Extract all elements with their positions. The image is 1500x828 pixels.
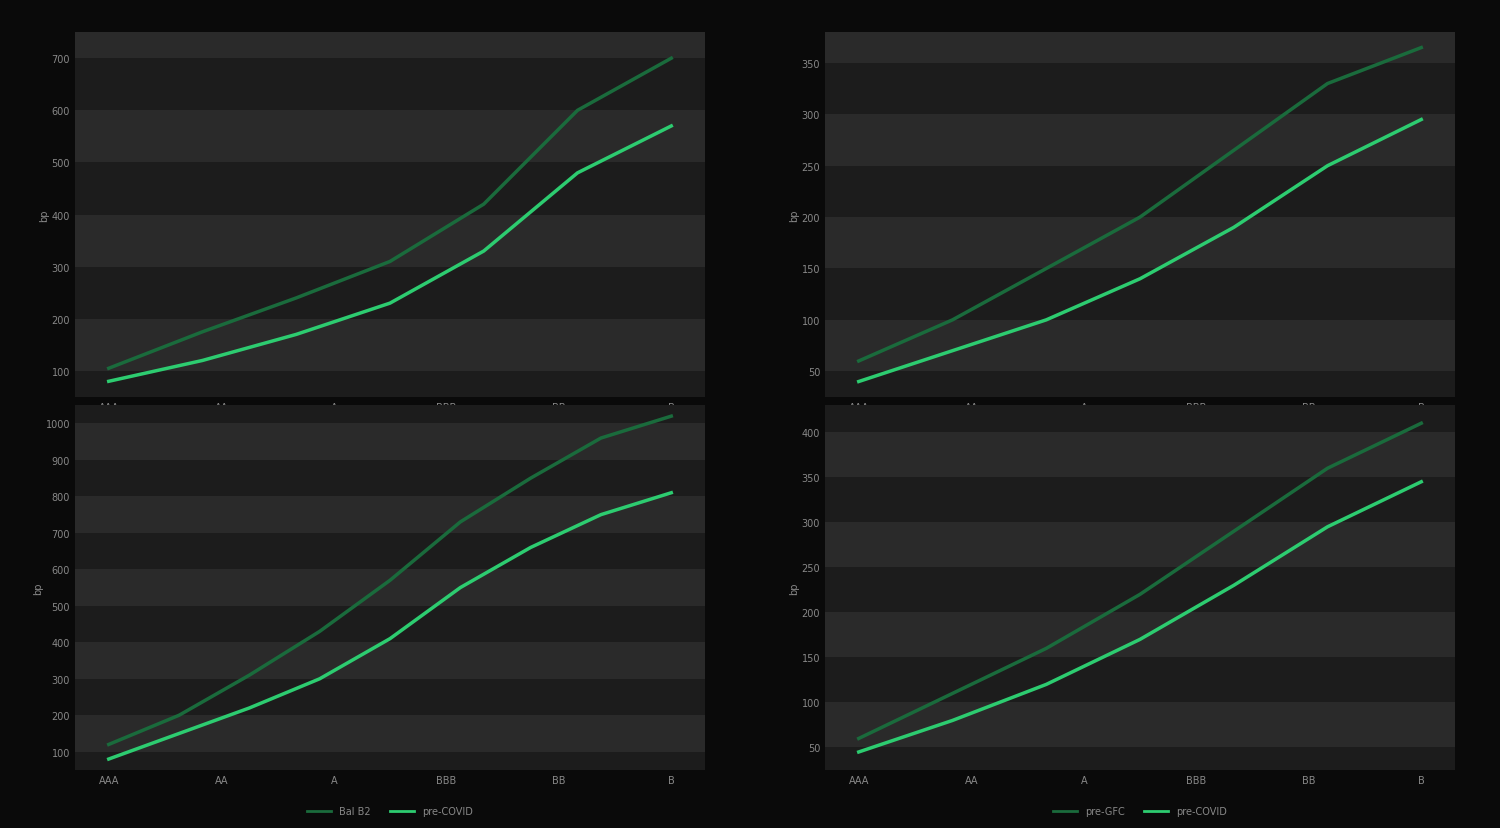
Y-axis label: bp: bp [789,581,798,595]
Bar [825,269,1455,320]
Bar [825,748,1455,770]
Bar [75,752,705,770]
Bar [75,406,705,424]
Bar [75,715,705,752]
Bar [75,533,705,570]
Bar [75,111,705,163]
Bar [825,568,1455,613]
Bar [75,59,705,111]
Bar [75,372,705,397]
Bar [75,424,705,460]
Y-axis label: bp: bp [33,581,44,595]
Bar [75,33,705,59]
Bar [825,613,1455,657]
Bar [825,657,1455,703]
Bar [75,320,705,372]
Bar [75,460,705,497]
Bar [825,406,1455,433]
Bar [75,570,705,606]
Bar [75,679,705,715]
Bar [75,606,705,643]
Y-axis label: bp: bp [789,209,798,222]
Bar [825,166,1455,218]
Bar [825,320,1455,372]
Bar [825,522,1455,568]
Bar [75,643,705,679]
Bar [75,497,705,533]
Bar [825,372,1455,397]
Legend: Bal B2, pre-COVID: Bal B2, pre-COVID [303,802,477,820]
Bar [75,267,705,320]
Bar [825,703,1455,748]
Bar [825,33,1455,64]
Y-axis label: bp: bp [39,209,50,222]
Bar [825,218,1455,269]
Legend: pre-GFC, pre-COVID: pre-GFC, pre-COVID [1048,802,1232,820]
Bar [825,115,1455,166]
Bar [825,64,1455,115]
Bar [75,163,705,215]
Bar [825,478,1455,522]
Bar [825,433,1455,478]
Legend: Current, Pre-COVID: Current, Pre-COVID [300,418,480,436]
Bar [75,215,705,267]
Legend: mortgage, pre-COVID: mortgage, pre-COVID [1046,418,1234,436]
